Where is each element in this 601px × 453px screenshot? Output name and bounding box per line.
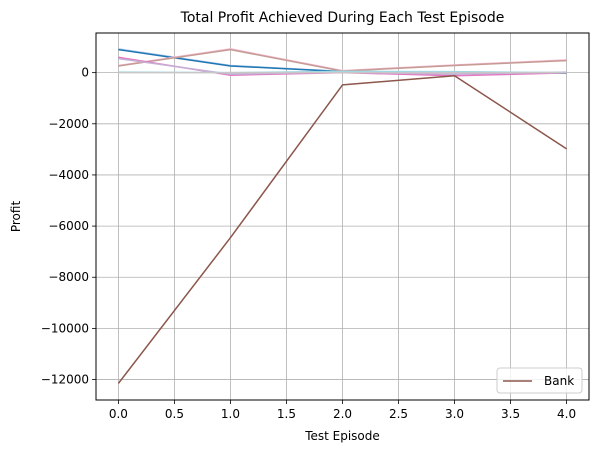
- x-tick-label: 1.5: [277, 407, 296, 421]
- legend-box: [496, 367, 583, 394]
- y-tick-label: −10000: [41, 321, 89, 335]
- series-line-bank: [117, 74, 568, 384]
- y-tick-label: −4000: [48, 168, 89, 182]
- axis-ticks: 0.0 0.5 1.0 1.5 2.0 2.5 3.0 3.5 4.0 −12000 −10000 −…: [41, 66, 576, 421]
- x-tick-label: 3.0: [445, 407, 464, 421]
- chart-title: Total Profit Achieved During Each Test E…: [180, 10, 505, 26]
- y-tick-label: 0: [81, 66, 89, 80]
- x-tick-label: 4.0: [557, 407, 576, 421]
- y-tick-label: −12000: [41, 373, 89, 387]
- y-tick-label: −8000: [48, 270, 89, 284]
- x-tick-label: 0.5: [165, 407, 184, 421]
- x-tick-label: 0.0: [109, 407, 128, 421]
- legend-label-bank: Bank: [544, 374, 574, 388]
- legend: Bank: [496, 367, 583, 394]
- x-tick-label: 2.0: [333, 407, 352, 421]
- x-tick-label: 1.0: [221, 407, 240, 421]
- x-tick-label: 3.5: [501, 407, 520, 421]
- series-lines: [117, 48, 568, 384]
- y-tick-label: −2000: [48, 117, 89, 131]
- y-axis-title: Profit: [9, 201, 23, 233]
- y-tick-label: −6000: [48, 219, 89, 233]
- x-tick-label: 2.5: [389, 407, 408, 421]
- x-axis-title: Test Episode: [304, 429, 380, 443]
